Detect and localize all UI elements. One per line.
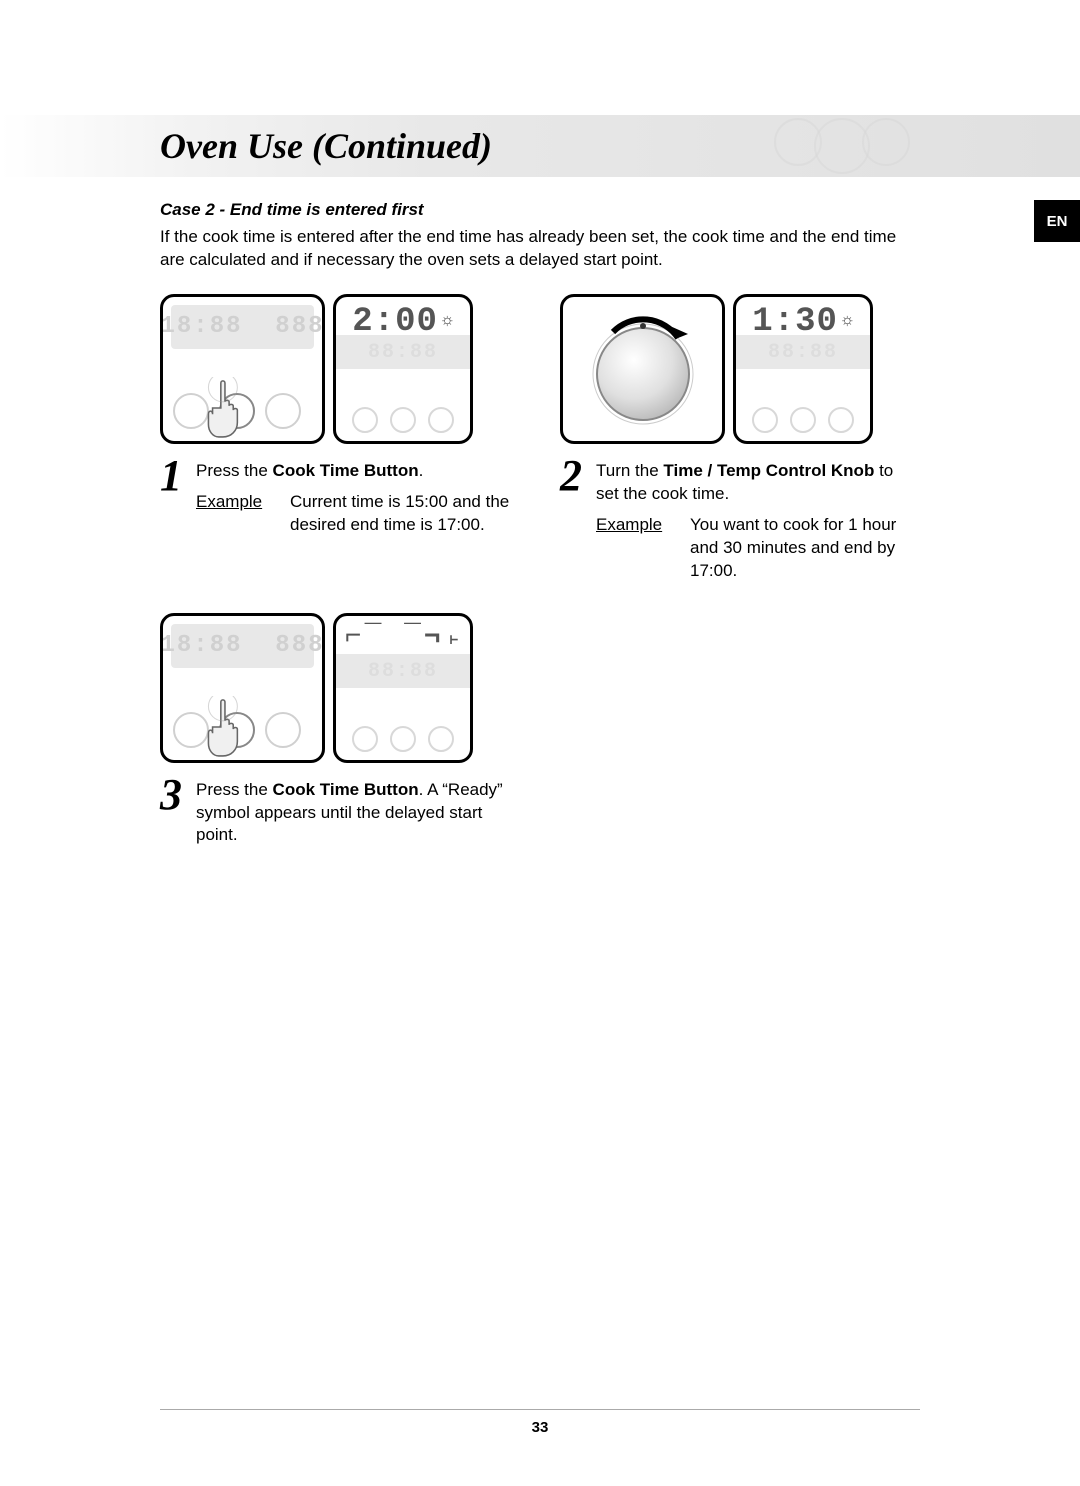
language-tab: EN xyxy=(1034,200,1080,242)
disp-button-icon xyxy=(352,407,378,433)
step-number: 3 xyxy=(160,775,188,856)
step-3: 18:88 888 ⌐‾ ‾¬⊢ 88:88 xyxy=(160,613,520,856)
content-area: Case 2 - End time is entered first If th… xyxy=(160,200,920,885)
disp-button-icon xyxy=(752,407,778,433)
example-label: Example xyxy=(596,514,672,583)
step-1-panels: 18:88 888 2:00☼ 88:88 xyxy=(160,294,520,444)
section-subtitle: Case 2 - End time is entered first xyxy=(160,200,920,220)
temp-button-icon xyxy=(265,393,301,429)
example-text: You want to cook for 1 hour and 30 minut… xyxy=(690,514,920,583)
display-sub: 88:88 xyxy=(336,341,470,364)
header-decoration xyxy=(782,118,910,174)
knob-panel xyxy=(560,294,725,444)
display-sub: 88:88 xyxy=(336,660,470,683)
temp-button-icon xyxy=(265,712,301,748)
footer-divider xyxy=(160,1409,920,1410)
display-panel: 1:30☼ 88:88 xyxy=(733,294,873,444)
example-text: Current time is 15:00 and the desired en… xyxy=(290,491,520,537)
disp-button-icon xyxy=(390,407,416,433)
disp-button-icon xyxy=(828,407,854,433)
disp-button-icon xyxy=(390,726,416,752)
step-number: 2 xyxy=(560,456,588,583)
step-3-panels: 18:88 888 ⌐‾ ‾¬⊢ 88:88 xyxy=(160,613,520,763)
disp-button-icon xyxy=(790,407,816,433)
display-sub: 88:88 xyxy=(736,341,870,364)
hand-press-icon xyxy=(199,696,253,758)
step-1-body: Press the Cook Time Button. Example Curr… xyxy=(196,456,520,537)
step-1: 18:88 888 2:00☼ 88:88 xyxy=(160,294,520,583)
example-label: Example xyxy=(196,491,272,537)
control-knob-icon xyxy=(578,304,708,434)
step-3-body: Press the Cook Time Button. A “Ready” sy… xyxy=(196,775,520,856)
faded-display: 18:88 888 xyxy=(171,305,314,349)
hand-press-icon xyxy=(199,377,253,439)
control-panel-illustration: 18:88 888 xyxy=(160,294,325,444)
steps-row-1: 18:88 888 2:00☼ 88:88 xyxy=(160,294,920,583)
step-number: 1 xyxy=(160,456,188,537)
step-2-body: Turn the Time / Temp Control Knob to set… xyxy=(596,456,920,583)
step-2-panels: 1:30☼ 88:88 xyxy=(560,294,920,444)
faded-display: 18:88 888 xyxy=(171,624,314,668)
disp-button-icon xyxy=(428,726,454,752)
display-panel: ⌐‾ ‾¬⊢ 88:88 xyxy=(333,613,473,763)
disp-button-icon xyxy=(428,407,454,433)
disp-button-icon xyxy=(352,726,378,752)
display-panel: 2:00☼ 88:88 xyxy=(333,294,473,444)
step-2: 1:30☼ 88:88 2 Turn the Time / Temp Contr… xyxy=(560,294,920,583)
header-band: Oven Use (Continued) xyxy=(0,115,1080,177)
control-panel-illustration: 18:88 888 xyxy=(160,613,325,763)
steps-row-2: 18:88 888 ⌐‾ ‾¬⊢ 88:88 xyxy=(160,613,920,856)
display-value: ⌐‾ ‾¬⊢ xyxy=(336,622,470,653)
page-title: Oven Use (Continued) xyxy=(160,125,492,167)
section-intro: If the cook time is entered after the en… xyxy=(160,226,920,272)
page-number: 33 xyxy=(0,1419,1080,1436)
